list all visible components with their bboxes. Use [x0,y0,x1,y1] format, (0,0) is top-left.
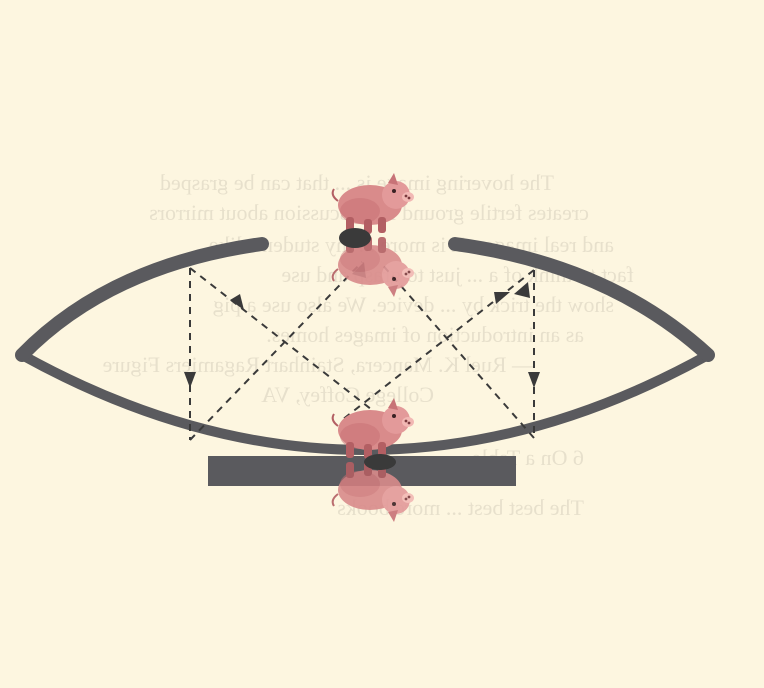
arrow-down-right [528,372,540,388]
pig-image-icon [331,172,415,298]
ghost-line: and real images. It is more ... my stude… [209,232,614,257]
ray-left-diagonal [189,267,386,421]
arrow-diag-right [494,292,510,304]
arrow-diag-left [230,294,244,310]
ghost-line: show the trick by ... device. We also us… [213,292,614,317]
upper-mirror-right [448,237,715,362]
ghost-line: College Coffey, VA [261,382,434,407]
arrow-down-left [184,372,196,388]
upper-mirror-left [15,237,269,362]
arrow-up-right [514,282,530,298]
pig-icon [331,397,415,523]
ghost-line: as an introduction of images homes. [266,322,584,347]
ray-left-up [189,261,363,441]
